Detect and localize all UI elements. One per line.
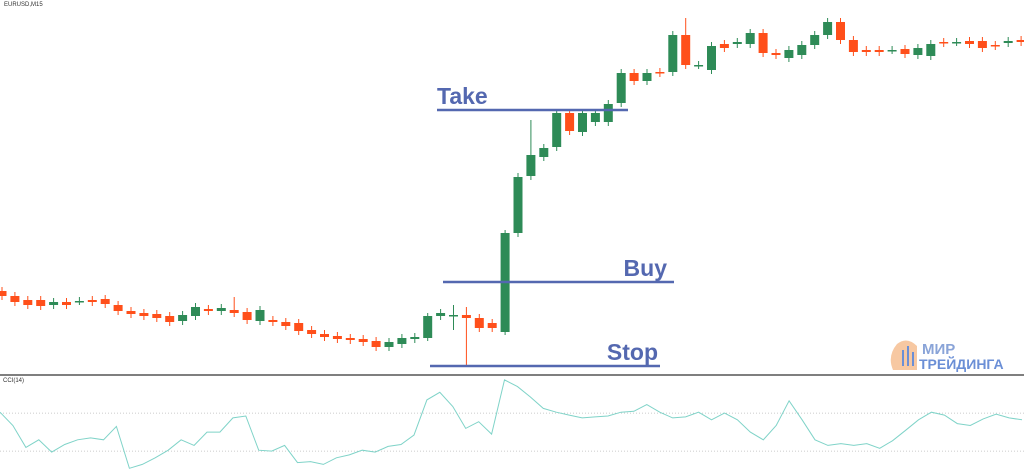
candle-body: [990, 45, 1000, 47]
indicator-title: CCI(14): [3, 378, 24, 384]
candle-body: [913, 48, 923, 55]
candle-body: [565, 113, 575, 131]
candle-body: [345, 338, 355, 340]
candle-body: [152, 314, 162, 318]
candle-body: [681, 35, 691, 65]
candle-body: [113, 305, 123, 311]
logo-text: МИР: [922, 341, 955, 358]
candle-body: [384, 342, 394, 347]
candle-body: [784, 50, 794, 58]
candle-body: [268, 320, 278, 322]
candle-body: [797, 45, 807, 55]
candle-body: [642, 73, 652, 81]
candle-body: [165, 316, 175, 322]
candle-body: [616, 73, 626, 103]
candle-body: [719, 44, 729, 48]
candle-body: [242, 312, 252, 320]
candle-body: [874, 50, 884, 52]
candle-body: [694, 65, 704, 67]
candle-body: [87, 300, 97, 302]
candle-body: [1016, 40, 1024, 42]
candle-body: [513, 177, 523, 233]
candle-body: [371, 341, 381, 347]
candle-body: [823, 22, 833, 35]
candle-body: [307, 330, 317, 334]
candle-body: [965, 41, 974, 44]
candle-body: [229, 310, 239, 313]
candle-body: [461, 315, 471, 318]
level-label: Take: [437, 83, 488, 109]
logo: МИР ТРЕЙДИНГА: [890, 340, 1004, 372]
candle-body: [436, 313, 446, 316]
candle-body: [255, 310, 265, 321]
candle-body: [836, 22, 845, 40]
candle-body: [900, 49, 910, 54]
candle-body: [590, 113, 600, 122]
candle-body: [332, 336, 342, 339]
indicator-line: [0, 379, 1023, 469]
candle-body: [629, 73, 639, 81]
candle-body: [526, 155, 536, 176]
candle-body: [358, 339, 368, 342]
candle-body: [423, 316, 433, 338]
chart-title: EURUSD,M15: [4, 2, 43, 8]
candle-body: [100, 299, 110, 304]
logo-icon: [912, 352, 914, 366]
candle-body: [36, 300, 46, 306]
candle-body: [191, 307, 200, 316]
candle-body: [62, 302, 71, 305]
candle-body: [74, 301, 84, 303]
candle-body: [487, 323, 497, 328]
candle-body: [758, 33, 768, 53]
candle-body: [294, 323, 304, 331]
logo-text: ТРЕЙДИНГА: [919, 355, 1004, 372]
candle-body: [178, 315, 188, 321]
candle-body: [474, 318, 484, 328]
candle-body: [887, 50, 897, 52]
level-label: Stop: [607, 339, 658, 365]
candle-body: [848, 40, 858, 52]
candle-body: [320, 334, 329, 337]
candle-body: [552, 113, 562, 147]
candle-body: [810, 35, 820, 45]
candle-body: [952, 42, 962, 44]
candle-body: [977, 41, 987, 48]
candle-body: [745, 33, 755, 44]
candle-body: [1003, 41, 1013, 43]
candle-body: [578, 113, 587, 132]
candle-body: [655, 72, 665, 74]
candle-body: [397, 338, 407, 344]
candle-body: [771, 53, 781, 55]
candle-body: [139, 313, 149, 316]
candle-body: [732, 42, 742, 44]
candle-body: [707, 46, 716, 70]
candle-body: [23, 300, 33, 305]
logo-icon: [907, 346, 909, 366]
candle-body: [926, 44, 936, 56]
candle-body: [0, 291, 7, 296]
level-label: Buy: [624, 255, 668, 281]
candle-body: [216, 308, 226, 311]
candle-body: [603, 104, 613, 122]
candle-body: [203, 309, 213, 311]
candle-body: [49, 302, 59, 305]
candle-body: [410, 337, 420, 339]
candle-body: [10, 296, 20, 302]
logo-icon: [902, 350, 904, 366]
candle-body: [449, 315, 458, 317]
candle-body: [126, 311, 136, 314]
candle-body: [861, 50, 871, 52]
candle-body: [281, 322, 291, 326]
candle-body: [939, 42, 949, 44]
candle-body: [668, 35, 678, 72]
candle-body: [539, 148, 549, 157]
